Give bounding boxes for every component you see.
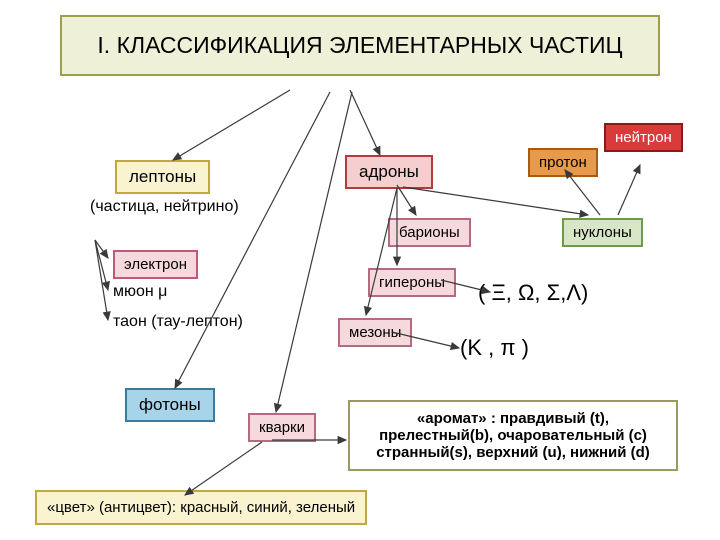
label-leptons: лептоны (129, 167, 196, 186)
label-quarks: кварки (259, 419, 305, 436)
color-text: «цвет» (антицвет): красный, синий, зелен… (47, 499, 355, 516)
label-neutron: нейтрон (615, 129, 672, 146)
meson-symbols: (K , π ) (460, 335, 529, 361)
node-quarks: кварки (248, 413, 316, 442)
node-photons: фотоны (125, 388, 215, 422)
node-neutron: нейтрон (604, 123, 683, 152)
flavor-box: «аромат» : правдивый (t), прелестный(b),… (348, 400, 678, 471)
node-mesons: мезоны (338, 318, 412, 347)
hyperon-symbols: ( Ξ, Ω, Σ,Λ) (478, 280, 588, 306)
title-text: I. КЛАССИФИКАЦИЯ ЭЛЕМЕНТАРНЫХ ЧАСТИЦ (97, 32, 622, 58)
label-hyperons: гипероны (379, 274, 445, 291)
node-baryons: барионы (388, 218, 471, 247)
color-box: «цвет» (антицвет): красный, синий, зелен… (35, 490, 367, 525)
label-photons: фотоны (139, 395, 201, 414)
node-nucleons: нуклоны (562, 218, 643, 247)
node-proton: протон (528, 148, 598, 177)
label-mesons: мезоны (349, 324, 401, 341)
flavor-text: «аромат» : правдивый (t), прелестный(b),… (376, 410, 650, 461)
node-electron: электрон (113, 250, 198, 279)
label-baryons: барионы (399, 224, 460, 241)
lepton-subtitle: (частица, нейтрино) (90, 198, 239, 216)
node-hadrons: адроны (345, 155, 433, 189)
label-proton: протон (539, 154, 587, 171)
label-electron: электрон (124, 256, 187, 273)
muon-label: мюон μ (113, 283, 167, 301)
taon-label: таон (тау-лептон) (113, 313, 243, 331)
label-hadrons: адроны (359, 162, 419, 181)
node-hyperons: гипероны (368, 268, 456, 297)
node-leptons: лептоны (115, 160, 210, 194)
label-nucleons: нуклоны (573, 224, 632, 241)
title-box: I. КЛАССИФИКАЦИЯ ЭЛЕМЕНТАРНЫХ ЧАСТИЦ (60, 15, 660, 76)
